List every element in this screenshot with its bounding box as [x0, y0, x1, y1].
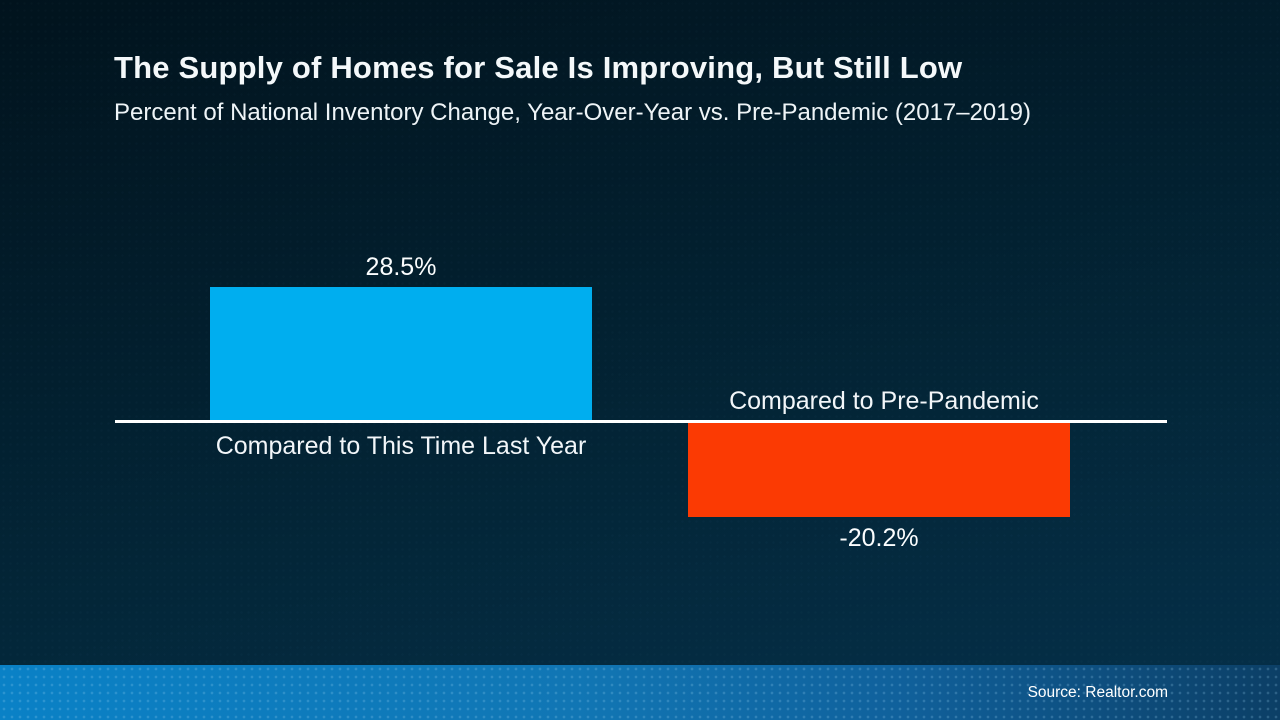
value-label-last-year: 28.5% — [365, 253, 437, 281]
bar-last-year — [210, 287, 592, 420]
chart-title: The Supply of Homes for Sale Is Improvin… — [114, 50, 963, 85]
footer-bar: Source: Realtor.com — [0, 665, 1280, 720]
chart-subtitle: Percent of National Inventory Change, Ye… — [114, 99, 1031, 126]
source-text: Source: Realtor.com — [1027, 683, 1168, 701]
value-label-pre-pandemic: -20.2% — [839, 524, 919, 552]
category-label-last-year: Compared to This Time Last Year — [215, 432, 587, 460]
x-axis-line — [115, 420, 1167, 423]
bar-pre-pandemic — [688, 423, 1070, 517]
category-label-pre-pandemic: Compared to Pre-Pandemic — [729, 387, 1039, 415]
